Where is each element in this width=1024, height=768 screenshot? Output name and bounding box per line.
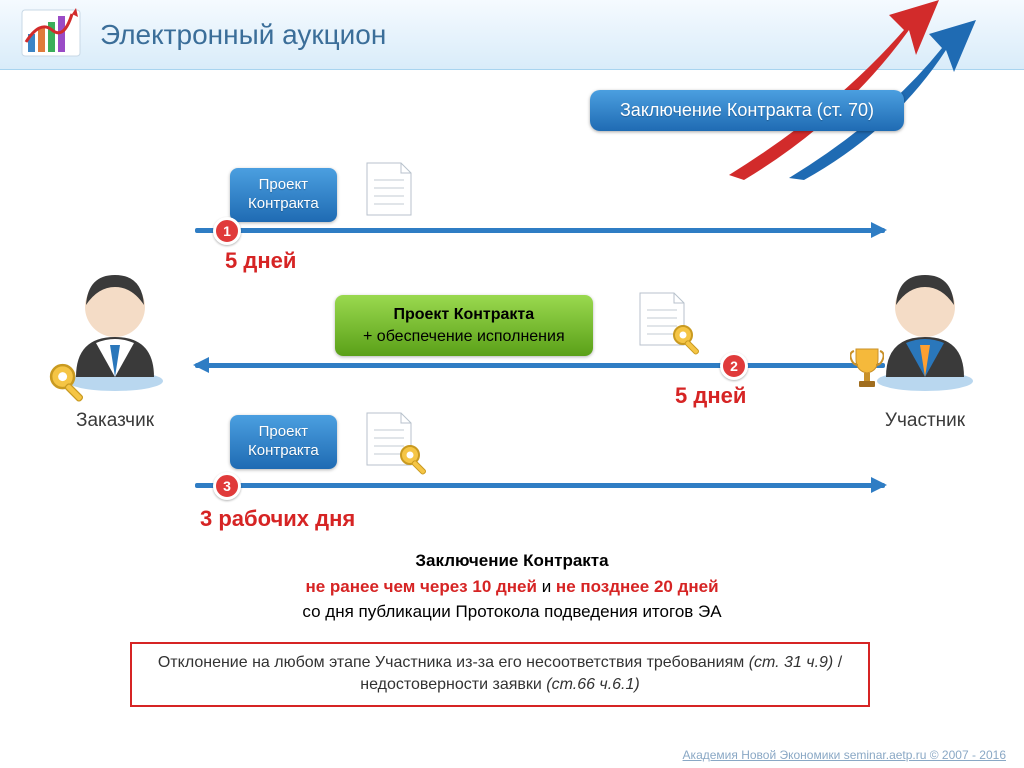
step2-number: 2 xyxy=(720,352,748,380)
step1-number-text: 1 xyxy=(223,223,231,239)
step3-line2: Контракта xyxy=(248,442,319,459)
summary-block: Заключение Контракта не ранее чем через … xyxy=(162,548,862,625)
key-icon xyxy=(397,442,433,478)
footer-credit: Академия Новой Экономики seminar.aetp.ru… xyxy=(683,748,1006,762)
trophy-icon xyxy=(850,345,884,391)
customer-label: Заказчик xyxy=(60,410,170,432)
key-icon xyxy=(670,322,706,358)
page-title: Электронный аукцион xyxy=(100,19,386,51)
section-title-text: Заключение Контракта (ст. 70) xyxy=(620,100,874,120)
rejection-box: Отклонение на любом этапе Участника из-з… xyxy=(130,642,870,707)
step2-line1: Проект Контракта xyxy=(393,306,534,323)
step1-line1: Проект xyxy=(259,176,308,193)
summary-red-a: не ранее чем через 10 дней xyxy=(305,577,537,596)
step1-label-badge: Проект Контракта xyxy=(230,168,337,222)
summary-title: Заключение Контракта xyxy=(162,548,862,574)
step1-duration: 5 дней xyxy=(225,248,296,274)
step1-line2: Контракта xyxy=(248,195,319,212)
document-icon xyxy=(362,158,416,220)
summary-mid: и xyxy=(537,577,556,596)
step2-line2: + обеспечение исполнения xyxy=(363,328,565,345)
summary-line1: не ранее чем через 10 дней и не позднее … xyxy=(162,574,862,600)
summary-line2: со дня публикации Протокола подведения и… xyxy=(162,599,862,625)
step3-label-badge: Проект Контракта xyxy=(230,415,337,469)
participant-avatar xyxy=(870,257,980,392)
diagram-area: Заключение Контракта (ст. 70) Проект Кон… xyxy=(0,70,1024,710)
logo-chart-icon xyxy=(20,6,84,62)
rejection-text-a: Отклонение на любом этапе Участника из-з… xyxy=(158,654,749,671)
step2-number-text: 2 xyxy=(730,358,738,374)
arrow-step1 xyxy=(195,228,885,233)
arrow-step3 xyxy=(195,483,885,488)
step3-duration: 3 рабочих дня xyxy=(200,506,355,532)
rejection-art-b: (ст.66 ч.6.1) xyxy=(546,676,639,693)
step1-number: 1 xyxy=(213,217,241,245)
step2-label-badge: Проект Контракта + обеспечение исполнени… xyxy=(335,295,593,356)
rejection-art-a: (ст. 31 ч.9) xyxy=(749,654,834,671)
section-title-badge: Заключение Контракта (ст. 70) xyxy=(590,90,904,131)
customer-key-icon xyxy=(46,360,92,406)
header-bar: Электронный аукцион xyxy=(0,0,1024,70)
summary-red-b: не позднее 20 дней xyxy=(556,577,719,596)
arrow-step2 xyxy=(195,363,885,368)
step3-line1: Проект xyxy=(259,423,308,440)
step3-number-text: 3 xyxy=(223,478,231,494)
step3-number: 3 xyxy=(213,472,241,500)
participant-label: Участник xyxy=(870,410,980,432)
step2-duration: 5 дней xyxy=(675,383,746,409)
